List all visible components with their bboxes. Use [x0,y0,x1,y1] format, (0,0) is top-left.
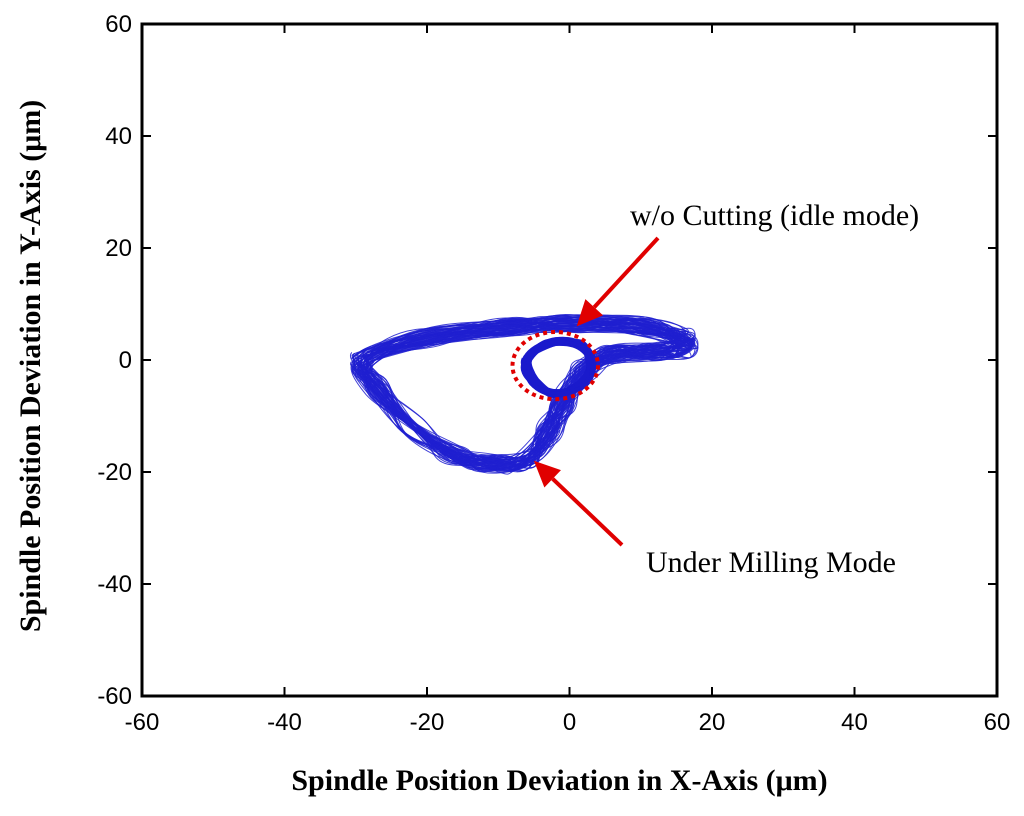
y-tick-label: -20 [97,459,132,486]
y-tick-label: -40 [97,571,132,598]
milling-trajectory-line [356,314,681,470]
x-tick-label: 20 [699,709,726,736]
y-tick-label: 60 [105,11,132,38]
x-tick-label: 40 [841,709,868,736]
x-tick-label: 60 [984,709,1011,736]
arrow-milling-mode-shaft [551,477,624,547]
y-tick-label: 20 [105,235,132,262]
idle-highlight-circle [510,330,600,402]
milling-trajectory-line [358,313,693,466]
milling-trajectory-line [363,316,679,463]
idle-trajectory-line [529,340,593,398]
x-tick-label: 0 [563,709,576,736]
milling-trajectory-line [353,317,686,466]
x-tick-label: -60 [125,709,160,736]
milling-trajectory-line [352,316,689,470]
trajectory-layer [349,313,699,475]
x-axis-title: Spindle Position Deviation in X-Axis (μm… [291,764,827,797]
milling-trajectory-line [351,325,693,467]
annotation-idle-mode: w/o Cutting (idle mode) [630,199,919,232]
x-tick-label: -40 [267,709,302,736]
ticks-layer: -60 -40 -20 0 20 40 60 -60 -40 -20 0 20 40 60 [97,11,1010,736]
arrow-idle-mode-shaft [592,236,660,309]
arrow-idle-mode-head [576,299,604,327]
y-tick-label: -60 [97,683,132,710]
plot-frame [140,22,999,698]
y-axis-title: Spindle Position Deviation in Y-Axis (μm… [14,100,47,632]
y-tick-label: 40 [105,123,132,150]
milling-trajectory-line [354,314,699,468]
arrow-milling-mode-head [533,460,561,488]
x-tick-label: -20 [410,709,445,736]
idle-trajectory-line [523,338,590,395]
overlay-layer [510,236,660,547]
annotation-milling-mode: Under Milling Mode [646,546,896,579]
y-tick-label: 0 [119,347,132,374]
